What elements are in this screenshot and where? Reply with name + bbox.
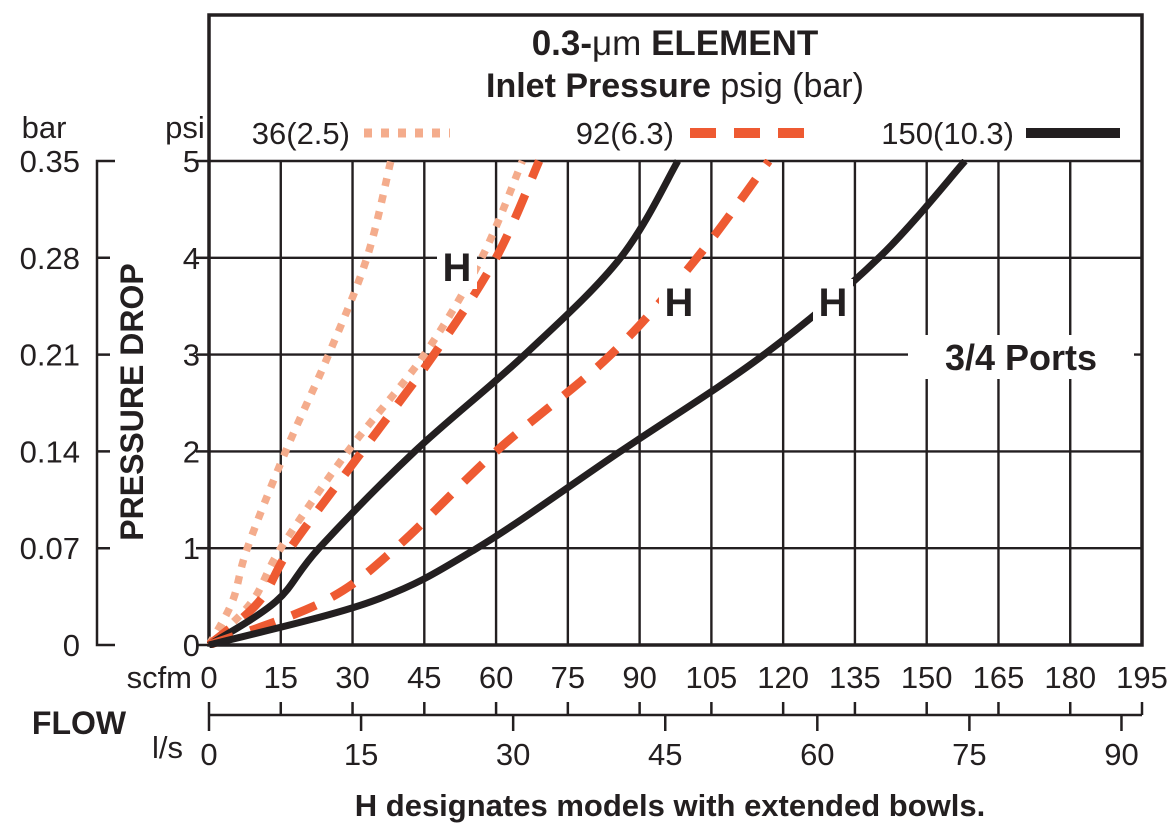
h-marker-bg bbox=[813, 279, 853, 324]
psi-tick-label: 4 bbox=[183, 241, 200, 276]
curve-p150_H bbox=[208, 159, 968, 648]
scfm-tick-label: 180 bbox=[1044, 660, 1096, 695]
scfm-tick-label: 90 bbox=[622, 660, 656, 695]
ports-annotation: 3/4 Ports bbox=[908, 335, 1134, 379]
h-marker-bg bbox=[659, 279, 699, 324]
bar-axis-bracket bbox=[95, 159, 115, 647]
scfm-tick-label: 30 bbox=[335, 660, 369, 695]
scfm-tick-label: 60 bbox=[479, 660, 513, 695]
psi-tick-label: 3 bbox=[183, 338, 200, 373]
psi-unit-label: psi bbox=[165, 110, 205, 145]
y-axis-title: PRESSURE DROP bbox=[114, 263, 150, 540]
ports-annotation-text: 3/4 Ports bbox=[945, 337, 1097, 378]
scfm-tick-label: 75 bbox=[551, 660, 585, 695]
ls-tick-labels: 0 15 30 45 60 75 90 bbox=[200, 737, 1138, 772]
curve-p150_std bbox=[207, 159, 681, 648]
curve-p36_H bbox=[207, 159, 526, 648]
ls-ruler-ticks bbox=[207, 702, 1144, 731]
scfm-tick-label: 195 bbox=[1116, 660, 1168, 695]
legend-label-92: 92(6.3) bbox=[576, 116, 674, 151]
ports-annotation-bg bbox=[908, 335, 1134, 379]
y-tick-labels: 0.35 5 0.28 4 0.21 3 0.14 2 0.07 1 0 0 bbox=[20, 144, 200, 663]
scfm-tick-label: 150 bbox=[901, 660, 953, 695]
h-marker-text: H bbox=[819, 281, 848, 325]
scfm-unit-label: scfm bbox=[127, 660, 192, 695]
bar-tick-label: 0.21 bbox=[20, 338, 80, 373]
h-marker-150H: H bbox=[813, 279, 853, 325]
scfm-tick-label: 15 bbox=[264, 660, 298, 695]
ls-tick-label: 90 bbox=[1104, 737, 1138, 772]
scfm-tick-label: 120 bbox=[757, 660, 809, 695]
psi-tick-label: 5 bbox=[183, 144, 200, 179]
ls-tick-label: 45 bbox=[648, 737, 682, 772]
curve-p92_H bbox=[207, 159, 773, 648]
curve-p92_std bbox=[207, 159, 543, 648]
ls-unit-label: l/s bbox=[152, 730, 183, 765]
scfm-tick-label: 45 bbox=[407, 660, 441, 695]
curve-group bbox=[207, 159, 968, 648]
psi-tick-label: 0 bbox=[183, 628, 200, 663]
ls-tick-label: 75 bbox=[952, 737, 986, 772]
h-marker-92H: H bbox=[659, 279, 699, 325]
x-axis-title: FLOW bbox=[32, 705, 127, 741]
legend-label-36: 36(2.5) bbox=[252, 116, 350, 151]
legend: 36(2.5) 92(6.3) 150(10.3) bbox=[252, 116, 1120, 151]
plot-border bbox=[207, 13, 1144, 647]
ls-tick-label: 60 bbox=[800, 737, 834, 772]
h-marker-text: H bbox=[665, 281, 694, 325]
h-marker-36H: H bbox=[437, 244, 477, 290]
scfm-tick-labels: 0 15 30 45 60 75 90 105 120 135 150 165 180 195 bbox=[200, 660, 1167, 695]
bar-unit-label: bar bbox=[22, 110, 67, 145]
legend-label-150: 150(10.3) bbox=[881, 116, 1014, 151]
chart-subtitle: Inlet Pressure psig (bar) bbox=[486, 67, 864, 105]
h-marker-text: H bbox=[443, 246, 472, 290]
caption: H designates models with extended bowls. bbox=[355, 788, 985, 823]
bar-tick-label: 0 bbox=[63, 628, 80, 663]
chart-title: 0.3-μm ELEMENT bbox=[532, 24, 819, 63]
psi-tick-label: 1 bbox=[183, 531, 200, 566]
psi-tick-marks bbox=[196, 159, 209, 647]
psi-tick-label: 2 bbox=[183, 434, 200, 469]
curve-p36_std bbox=[207, 160, 395, 647]
bar-tick-label: 0.14 bbox=[20, 434, 80, 469]
bar-tick-label: 0.28 bbox=[20, 241, 80, 276]
bar-tick-label: 0.07 bbox=[20, 531, 80, 566]
ls-tick-label: 15 bbox=[344, 737, 378, 772]
scfm-tick-label: 105 bbox=[686, 660, 738, 695]
scfm-tick-label: 0 bbox=[200, 660, 217, 695]
bar-tick-label: 0.35 bbox=[20, 144, 80, 179]
gridlines bbox=[207, 159, 1144, 647]
ls-tick-label: 0 bbox=[200, 737, 217, 772]
scfm-tick-label: 135 bbox=[829, 660, 881, 695]
scfm-tick-label: 165 bbox=[973, 660, 1025, 695]
ls-tick-label: 30 bbox=[496, 737, 530, 772]
h-marker-bg bbox=[437, 244, 477, 289]
